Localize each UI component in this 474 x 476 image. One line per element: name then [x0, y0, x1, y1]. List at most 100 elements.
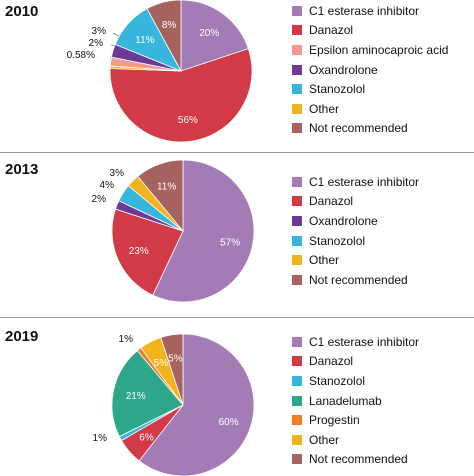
- legend-label: Stanozolol: [309, 82, 366, 97]
- legend-swatch: [292, 123, 302, 134]
- legend-swatch: [292, 25, 302, 36]
- legend-swatch: [292, 255, 302, 266]
- slice-label-2013-other: 3%: [110, 168, 125, 179]
- slice-label-2013-c1-esterase-inhibitor: 57%: [220, 238, 240, 249]
- legend-swatch: [292, 5, 302, 16]
- legend-label: Not recommended: [309, 121, 408, 136]
- legend-item-other: Other: [292, 250, 419, 270]
- slice-label-2010-c1-esterase-inhibitor: 20%: [199, 28, 219, 39]
- legend-item-stanozolol: Stanozolol: [292, 231, 419, 251]
- slice-label-2013-danazol: 23%: [129, 246, 149, 257]
- pie-slice-2010-c1-esterase-inhibitor: [180, 0, 249, 72]
- legend-label: Oxandrolone: [309, 213, 378, 228]
- legend-item-c1-esterase-inhibitor: C1 esterase inhibitor: [292, 1, 448, 21]
- chart-panel-2013: 2013 57% 23% 2% 4% 3% 11% C1 esterase inhibit…: [0, 158, 474, 316]
- legend-2019: C1 esterase inhibitor Danazol Stanozolol La…: [292, 332, 419, 469]
- legend-swatch: [292, 336, 302, 347]
- slice-label-2019-stanozolol: 1%: [93, 433, 108, 444]
- slice-label-2010-oxandrolone: 3%: [92, 26, 107, 37]
- legend-item-oxandrolone: Oxandrolone: [292, 60, 448, 80]
- slice-label-2013-not-recommended: 11%: [157, 182, 176, 193]
- slice-label-2019-c1-esterase-inhibitor: 60%: [219, 417, 239, 428]
- pie-slice-2013-danazol: [111, 208, 184, 296]
- legend-swatch: [292, 215, 302, 226]
- pie-chart-2013: 57% 23% 2% 4%3% 11%: [92, 159, 255, 303]
- chart-title-2019: 2019: [5, 328, 39, 345]
- legend-item-lanadelumab: Lanadelumab: [292, 391, 419, 411]
- legend-item-c1-esterase-inhibitor: C1 esterase inhibitor: [292, 332, 419, 352]
- pie-slice-2013-not-recommended: [137, 159, 184, 233]
- slice-label-2010-not-recommended: 8%: [162, 20, 177, 31]
- slice-label-2019-danazol: 6%: [139, 433, 154, 444]
- legend-label: Progestin: [309, 413, 360, 428]
- legend-swatch: [292, 84, 302, 95]
- pie-slice-2019-lanadelumab: [111, 350, 184, 438]
- slice-label-2019-lanadelumab: 21%: [126, 391, 146, 402]
- legend-swatch: [292, 454, 302, 465]
- legend-swatch: [292, 356, 302, 367]
- legend-label: Oxandrolone: [309, 62, 378, 77]
- legend-item-stanozolol: Stanozolol: [292, 79, 448, 99]
- slice-label-2010-epsilon-aminocaproic-acid: 2%: [89, 38, 104, 49]
- legend-item-epsilon-aminocaproic-acid: Epsilon aminocaproic acid: [292, 40, 448, 60]
- chart-title-2013: 2013: [5, 161, 39, 178]
- legend-swatch: [292, 375, 302, 386]
- legend-item-oxandrolone: Oxandrolone: [292, 211, 419, 231]
- legend-item-stanozolol: Stanozolol: [292, 371, 419, 391]
- legend-swatch: [292, 415, 302, 426]
- legend-2013: C1 esterase inhibitor Danazol Oxandrolone S…: [292, 172, 419, 290]
- legend-swatch: [292, 64, 302, 75]
- slice-label-2013-stanozolol: 4%: [100, 180, 115, 191]
- legend-label: Danazol: [309, 23, 354, 38]
- slice-label-2019-other: 5%: [154, 358, 169, 369]
- pie-slice-2010-not-recommended: [146, 0, 182, 72]
- legend-item-progestin: Progestin: [292, 410, 419, 430]
- slice-label-2019-progestin: 1%: [119, 334, 134, 345]
- legend-label: C1 esterase inhibitor: [309, 334, 420, 349]
- legend-label: Not recommended: [309, 272, 408, 287]
- legend-item-danazol: Danazol: [292, 21, 448, 41]
- legend-label: Epsilon aminocaproic acid: [309, 42, 449, 57]
- legend-item-c1-esterase-inhibitor: C1 esterase inhibitor: [292, 172, 419, 192]
- slice-label-2019-not-recommended: 5%: [168, 353, 183, 364]
- legend-swatch: [292, 235, 302, 246]
- divider-1: [0, 152, 474, 153]
- legend-label: Other: [309, 432, 340, 447]
- pie-slice-2013-c1-esterase-inhibitor: [152, 159, 255, 303]
- pie-chart-2019: 60% 6% 1% 21% 1% 5% 5%: [93, 333, 255, 476]
- slice-label-2010-stanozolol: 11%: [135, 35, 154, 46]
- legend-label: Stanozolol: [309, 233, 366, 248]
- slice-label-2010-danazol: 56%: [178, 115, 198, 126]
- legend-swatch: [292, 44, 302, 55]
- chart-panel-2010: 2010 20% 56% 0.58% 2% 3% 11% 8% C1 esterase in…: [0, 0, 474, 158]
- legend-swatch: [292, 274, 302, 285]
- legend-label: Not recommended: [309, 452, 408, 467]
- legend-item-not-recommended: Not recommended: [292, 119, 448, 139]
- legend-swatch: [292, 103, 302, 114]
- pie-slice-2010-danazol: [109, 48, 253, 143]
- legend-label: C1 esterase inhibitor: [309, 3, 420, 18]
- pie-chart-2010: 20% 56% 0.58%2%3% 11% 8%: [67, 0, 253, 143]
- slice-label-2013-oxandrolone: 2%: [92, 194, 107, 205]
- pie-slice-2019-not-recommended: [160, 333, 184, 406]
- legend-item-other: Other: [292, 99, 448, 119]
- slice-label-2010-other: 0.58%: [67, 50, 95, 61]
- legend-label: Lanadelumab: [309, 393, 382, 408]
- legend-swatch: [292, 176, 302, 187]
- legend-item-danazol: Danazol: [292, 192, 419, 212]
- legend-label: Other: [309, 253, 340, 268]
- legend-label: Stanozolol: [309, 373, 366, 388]
- legend-label: C1 esterase inhibitor: [309, 174, 420, 189]
- legend-swatch: [292, 395, 302, 406]
- legend-item-danazol: Danazol: [292, 352, 419, 372]
- legend-item-not-recommended: Not recommended: [292, 450, 419, 470]
- legend-item-not-recommended: Not recommended: [292, 270, 419, 290]
- divider-2: [0, 317, 474, 318]
- legend-label: Other: [309, 101, 340, 116]
- legend-item-other: Other: [292, 430, 419, 450]
- chart-title-2010: 2010: [5, 3, 39, 20]
- chart-panel-2019: 2019 60% 6% 1% 21% 1% 5% 5% C1 esterase inhibi…: [0, 318, 474, 476]
- legend-label: Danazol: [309, 354, 354, 369]
- legend-swatch: [292, 434, 302, 445]
- legend-2010: C1 esterase inhibitor Danazol Epsilon amin…: [292, 1, 448, 138]
